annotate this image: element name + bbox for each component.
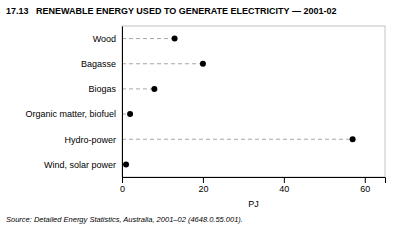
x-tick-mark [122, 177, 123, 183]
x-axis-label: PJ [248, 199, 259, 209]
x-tick-label: 60 [360, 184, 370, 194]
x-axis-line [123, 178, 386, 184]
dot [123, 161, 129, 167]
dot [127, 111, 133, 117]
x-tick-mark [284, 177, 285, 183]
dot-stem [122, 38, 175, 39]
y-axis-line [122, 27, 123, 178]
x-tick-label: 40 [279, 184, 289, 194]
source-note: Source: Detailed Energy Statistics, Aust… [6, 215, 243, 224]
y-tick-label: Hydro-power [64, 135, 116, 145]
x-tick: 60 [360, 177, 370, 194]
y-tick: Hydro-power [64, 135, 122, 145]
x-tick-mark [203, 177, 204, 183]
chart: 17.13 RENEWABLE ENERGY USED TO GENERATE … [0, 0, 397, 227]
dot [200, 61, 206, 67]
dot-stem [122, 63, 203, 64]
y-tick: Organic matter, biofuel [25, 109, 122, 119]
y-tick-label: Biogas [88, 84, 116, 94]
dot [172, 36, 178, 42]
x-tick-label: 20 [198, 184, 208, 194]
dot-stem [122, 139, 353, 140]
y-tick-label: Wind, solar power [44, 160, 116, 170]
dot [350, 136, 356, 142]
y-tick-label: Wood [93, 34, 116, 44]
y-tick: Bagasse [81, 59, 122, 69]
dot-stem [122, 88, 154, 89]
y-tick: Wood [93, 34, 122, 44]
x-tick-mark [365, 177, 366, 183]
dot [151, 86, 157, 92]
plot: 0 20 40 60 Wind, solar power Hydro-power Organ… [25, 26, 385, 209]
y-tick-label: Bagasse [81, 59, 116, 69]
x-tick: 40 [279, 177, 289, 194]
x-tick: 0 [120, 177, 125, 194]
y-tick-label: Organic matter, biofuel [25, 109, 116, 119]
marks [122, 36, 356, 168]
title: 17.13 RENEWABLE ENERGY USED TO GENERATE … [6, 6, 336, 16]
x-tick: 20 [198, 177, 208, 194]
plot-frame [122, 26, 385, 177]
y-tick: Wind, solar power [44, 160, 122, 170]
y-tick: Biogas [88, 84, 122, 94]
x-tick-label: 0 [120, 184, 125, 194]
y-axis: Wind, solar power Hydro-power Organic matt… [25, 27, 122, 178]
x-axis: 0 20 40 60 [120, 177, 386, 194]
